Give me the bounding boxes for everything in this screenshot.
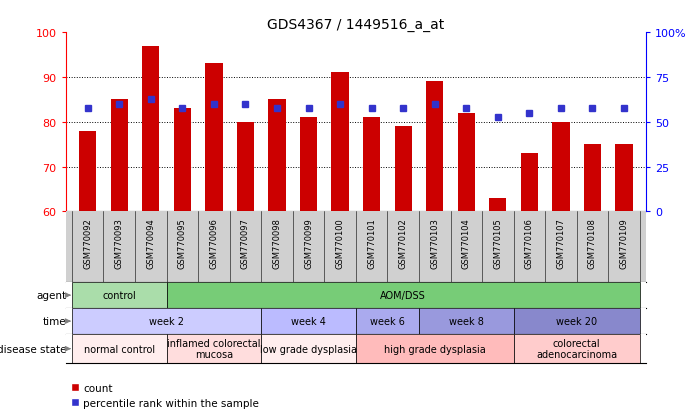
Text: week 8: week 8	[449, 316, 484, 326]
Text: GSM770094: GSM770094	[146, 218, 155, 268]
Bar	[552, 123, 569, 212]
Text: high grade dysplasia: high grade dysplasia	[384, 344, 486, 354]
Bar	[268, 100, 285, 212]
Bar	[237, 123, 254, 212]
Text: GSM770092: GSM770092	[83, 218, 92, 268]
Text: week 4: week 4	[291, 316, 326, 326]
Text: colorectal
adenocarcinoma: colorectal adenocarcinoma	[536, 338, 617, 360]
Bar	[261, 335, 356, 363]
Bar	[521, 154, 538, 212]
Bar	[142, 46, 160, 212]
Bar	[426, 82, 444, 212]
Text: GSM770107: GSM770107	[556, 218, 565, 268]
Text: GSM770108: GSM770108	[588, 218, 597, 268]
Text: disease state: disease state	[0, 344, 66, 354]
Bar	[332, 73, 349, 212]
Text: low grade dysplasia: low grade dysplasia	[260, 344, 357, 354]
Text: week 6: week 6	[370, 316, 405, 326]
Text: agent: agent	[36, 290, 66, 300]
Bar	[489, 199, 507, 212]
Text: GSM770093: GSM770093	[115, 218, 124, 268]
Text: week 2: week 2	[149, 316, 184, 326]
Text: GSM770105: GSM770105	[493, 218, 502, 268]
Text: GSM770102: GSM770102	[399, 218, 408, 268]
Bar	[167, 283, 640, 308]
Bar	[261, 309, 356, 334]
Bar	[457, 114, 475, 212]
Text: GSM770098: GSM770098	[272, 218, 281, 268]
Bar	[363, 118, 380, 212]
Text: GSM770104: GSM770104	[462, 218, 471, 268]
Text: normal control: normal control	[84, 344, 155, 354]
Bar	[167, 335, 261, 363]
Text: GSM770100: GSM770100	[336, 218, 345, 268]
Text: GSM770103: GSM770103	[430, 218, 439, 268]
Text: week 20: week 20	[556, 316, 597, 326]
Bar	[356, 309, 419, 334]
Bar	[72, 283, 167, 308]
Bar	[513, 335, 640, 363]
Text: GSM770101: GSM770101	[367, 218, 376, 268]
Text: GSM770096: GSM770096	[209, 218, 218, 268]
Bar	[584, 145, 601, 212]
Text: AOM/DSS: AOM/DSS	[380, 290, 426, 300]
Bar	[513, 309, 640, 334]
Bar	[72, 335, 167, 363]
Bar	[205, 64, 223, 212]
Title: GDS4367 / 1449516_a_at: GDS4367 / 1449516_a_at	[267, 18, 444, 32]
Text: GSM770106: GSM770106	[525, 218, 534, 268]
Bar	[356, 335, 513, 363]
Bar	[173, 109, 191, 212]
Text: GSM770095: GSM770095	[178, 218, 187, 268]
Text: time: time	[43, 316, 66, 326]
Legend: count, percentile rank within the sample: count, percentile rank within the sample	[71, 383, 259, 408]
Bar	[615, 145, 633, 212]
Bar	[419, 309, 513, 334]
Text: inflamed colorectal
mucosa: inflamed colorectal mucosa	[167, 338, 261, 360]
Text: GSM770109: GSM770109	[620, 218, 629, 268]
Bar	[111, 100, 128, 212]
Text: GSM770099: GSM770099	[304, 218, 313, 268]
Text: GSM770097: GSM770097	[241, 218, 250, 268]
Bar	[300, 118, 317, 212]
Bar	[395, 127, 412, 212]
Text: control: control	[102, 290, 136, 300]
Bar	[72, 309, 261, 334]
Bar	[79, 131, 97, 212]
